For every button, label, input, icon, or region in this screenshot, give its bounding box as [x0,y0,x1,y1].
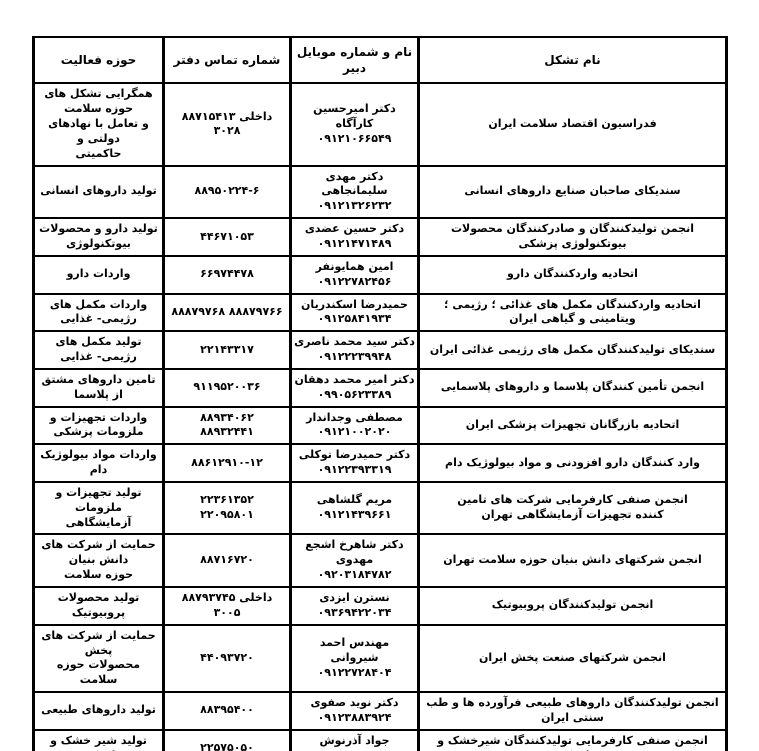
field-cell: تولید دارو و محصولات بیوتکنولوژی [32,217,165,257]
table-row: انجمن صنفی کارفرمایی تولیدکنندگان شیرخشک… [32,728,728,751]
secretary-cell: مصطفی وجداندار ۰۹۱۲۱۰۰۲۰۲۰ [289,405,420,446]
secretary-cell: دکتر امیرحسین کارآگاه ۰۹۱۲۱۰۶۶۵۴۹ [289,82,420,167]
secretary-cell: دکتر شاهرخ اشجع مهدوی ۰۹۲۰۳۱۸۴۷۸۲ [289,533,420,588]
office-cell: ۴۴۶۷۱۰۵۳ [162,217,292,257]
table-row: فدراسیون اقتصاد سلامت ایران دکتر امیرحسی… [32,82,728,167]
org-cell: انجمن تولیدکنندگان پروبیوتیک [417,586,728,626]
office-cell: ۸۸۷۱۵۴۱۳ داخلی ۳۰۲۸ [162,82,292,167]
office-cell: ۶۶۹۷۴۴۷۸ [162,254,292,295]
secretary-cell: دکتر سید محمد ناصری ۰۹۱۲۲۲۳۹۹۴۸ [289,330,420,370]
table-row: انجمن تأمین کنندگان پلاسما و داروهای پلا… [32,367,728,408]
field-cell: همگرایی تشکل های حوزه سلامت و تعامل با ن… [32,82,165,167]
table-row: وارد کنندگان دارو افزودنی و مواد بیولوژی… [32,443,728,483]
table-body: فدراسیون اقتصاد سلامت ایران دکتر امیرحسی… [32,82,728,751]
org-cell: انجمن شرکتهای صنعت پخش ایران [417,623,728,694]
header-field: حوزه فعالیت [32,35,165,85]
org-cell: اتحادیه بازرگانان تجهیزات پزشکی ایران [417,405,728,446]
org-cell: وارد کنندگان دارو افزودنی و مواد بیولوژی… [417,443,728,483]
organizations-table: نام تشکل نام و شماره موبایل دبیر شماره ت… [32,35,728,751]
secretary-cell: دکتر مهدی سلیمانجاهی ۰۹۱۲۱۳۲۶۲۳۲ [289,164,420,220]
secretary-cell: مهندس احمد شیروانی ۰۹۱۲۲۷۲۸۴۰۴ [289,623,420,694]
secretary-cell: دکتر امیر محمد دهقان ۰۹۹۰۵۶۲۳۳۸۹ [289,367,420,408]
office-cell: ۸۸۳۹۵۴۰۰ [162,691,292,731]
secretary-cell: حمیدرضا اسکندریان ۰۹۱۲۵۸۴۱۹۳۴ [289,292,420,333]
office-cell: ۸۸۶۱۲۹۱۰-۱۲ [162,443,292,483]
org-cell: سندیکای تولیدکنندگان مکمل های رژیمی غذائ… [417,330,728,370]
org-cell: فدراسیون اقتصاد سلامت ایران [417,82,728,167]
header-row: نام تشکل نام و شماره موبایل دبیر شماره ت… [32,35,728,85]
header-org: نام تشکل [417,35,728,85]
header-secretary: نام و شماره موبایل دبیر [289,35,420,85]
org-cell: اتحادیه واردکنندگان دارو [417,254,728,295]
org-cell: انجمن تأمین کنندگان پلاسما و داروهای پلا… [417,367,728,408]
org-cell: سندیکای صاحبان صنایع داروهای انسانی [417,164,728,220]
table-row: اتحادیه واردکنندگان دارو امین همایونفر ۰… [32,254,728,295]
office-cell: ۲۲۵۷۵۰۵۰ [162,728,292,751]
table-row: انجمن شرکتهای صنعت پخش ایران مهندس احمد … [32,623,728,694]
field-cell: تولید داروهای انسانی [32,164,165,220]
secretary-cell: دکتر حمیدرضا توکلی ۰۹۱۲۲۳۹۳۳۱۹ [289,443,420,483]
table-row: انجمن شرکتهای دانش بنیان حوزه سلامت تهرا… [32,533,728,588]
office-cell: ۹۱۱۹۵۲۰۰۳۶ [162,367,292,408]
office-cell: ۲۲۳۶۱۳۵۲ ۲۲۰۹۵۸۰۱ [162,480,292,536]
field-cell: حمایت از شرکت های پخش محصولات حوزه سلامت [32,623,165,694]
field-cell: تولید شیر خشک و غذای کودک [32,728,165,751]
secretary-cell: مریم گلشاهی ۰۹۱۲۱۴۳۹۶۶۱ [289,480,420,536]
org-cell: اتحادیه واردکنندگان مکمل های غذائی ؛ رژی… [417,292,728,333]
table-row: انجمن تولیدکنندگان داروهای طبیعی فرآورده… [32,691,728,731]
org-cell: انجمن صنفی کارفرمایی تولیدکنندگان شیرخشک… [417,728,728,751]
field-cell: واردات تجهیزات و ملزومات پزشکی [32,405,165,446]
field-cell: تولید مکمل های رژیمی- غذایی [32,330,165,370]
table-header: نام تشکل نام و شماره موبایل دبیر شماره ت… [32,35,728,85]
office-cell: ۸۸۹۳۴۰۶۲ ۸۸۹۳۲۴۴۱ [162,405,292,446]
secretary-cell: دکتر حسین عضدی ۰۹۱۲۱۴۷۱۴۸۹ [289,217,420,257]
field-cell: تامین داروهای مشتق از پلاسما [32,367,165,408]
office-cell: ۸۸۹۵۰۲۲۴-۶ [162,164,292,220]
office-cell: ۸۸۷۱۶۷۲۰ [162,533,292,588]
table-row: انجمن تولیدکنندگان و صادرکنندگان محصولات… [32,217,728,257]
office-cell: ۴۴۰۹۳۷۲۰ [162,623,292,694]
field-cell: تولید محصولات پروبیوتیک [32,586,165,626]
table-row: اتحادیه بازرگانان تجهیزات پزشکی ایران مص… [32,405,728,446]
field-cell: تولید داروهای طبیعی [32,691,165,731]
field-cell: تولید تجهیزات و ملزومات آزمایشگاهی [32,480,165,536]
field-cell: حمایت از شرکت های دانش بنیان حوزه سلامت [32,533,165,588]
table-row: اتحادیه واردکنندگان مکمل های غذائی ؛ رژی… [32,292,728,333]
field-cell: واردات دارو [32,254,165,295]
field-cell: واردات مکمل های رژیمی- غذایی [32,292,165,333]
org-cell: انجمن شرکتهای دانش بنیان حوزه سلامت تهرا… [417,533,728,588]
office-cell: ۲۲۱۴۳۳۱۷ [162,330,292,370]
table-row: انجمن صنفی کارفرمایی شرکت های تامین کنند… [32,480,728,536]
org-cell: انجمن صنفی کارفرمایی شرکت های تامین کنند… [417,480,728,536]
office-cell: ۸۸۸۷۹۷۶۸ ۸۸۸۷۹۷۶۶ [162,292,292,333]
org-cell: انجمن تولیدکنندگان داروهای طبیعی فرآورده… [417,691,728,731]
table-row: سندیکای تولیدکنندگان مکمل های رژیمی غذائ… [32,330,728,370]
org-cell: انجمن تولیدکنندگان و صادرکنندگان محصولات… [417,217,728,257]
secretary-cell: جواد آذرنوش ۰۹۱۲۱۰۴۶۰۸۲ [289,728,420,751]
table-row: سندیکای صاحبان صنایع داروهای انسانی دکتر… [32,164,728,220]
header-office: شماره تماس دفتر [162,35,292,85]
secretary-cell: دکتر نوید صفوی ۰۹۱۲۳۸۸۳۹۲۴ [289,691,420,731]
secretary-cell: امین همایونفر ۰۹۱۲۲۷۸۲۴۵۶ [289,254,420,295]
table-row: انجمن تولیدکنندگان پروبیوتیک نسترن ایزدی… [32,586,728,626]
field-cell: واردات مواد بیولوژیک دام [32,443,165,483]
secretary-cell: نسترن ایزدی ۰۹۳۶۹۴۲۲۰۳۴ [289,586,420,626]
office-cell: ۸۸۷۹۳۷۴۵ داخلی ۳۰۰۵ [162,586,292,626]
